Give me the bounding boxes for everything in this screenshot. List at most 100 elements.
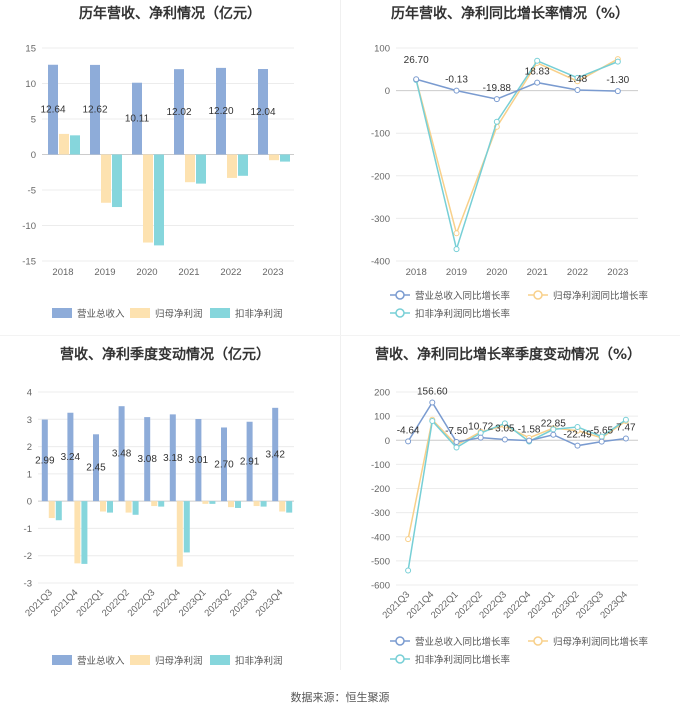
data-point <box>598 438 605 445</box>
bar-revenue <box>67 412 74 502</box>
legend-label: 扣非净利润同比增长率 <box>415 654 511 666</box>
data-point <box>493 118 500 125</box>
legend-label: 归母净利润 <box>155 655 203 667</box>
data-point <box>405 567 412 574</box>
x-tick-label: 2022 <box>567 267 588 278</box>
horizontal-divider <box>0 335 680 336</box>
data-label: 10.72 <box>468 422 493 433</box>
data-label: 156.60 <box>417 386 448 397</box>
x-tick-label: 2020 <box>136 267 157 278</box>
data-point <box>534 79 541 86</box>
data-label: 2.99 <box>35 455 55 466</box>
legend-marker <box>395 290 405 300</box>
bar-deducted-profit <box>235 501 241 508</box>
data-point <box>526 437 533 444</box>
data-point <box>453 87 460 94</box>
y-tick-label: -1 <box>24 524 32 535</box>
bar-parent-profit <box>253 501 260 507</box>
chart-title: 营收、净利季度变动情况（亿元） <box>60 346 270 363</box>
data-label: -22.49 <box>563 430 592 441</box>
data-point <box>574 74 581 81</box>
data-point <box>453 230 460 237</box>
data-label: -0.13 <box>445 75 468 86</box>
data-point <box>453 444 460 451</box>
series-line-deducted-profit <box>415 59 619 252</box>
data-point <box>405 536 412 543</box>
data-label: -7.50 <box>445 426 468 437</box>
y-tick-label: -3 <box>24 579 32 590</box>
series-line-revenue <box>415 78 618 100</box>
bar-deducted-profit <box>158 501 165 507</box>
legend-label: 扣非净利润 <box>235 655 283 667</box>
bar-parent-profit <box>125 501 132 513</box>
series-line-revenue <box>407 401 626 447</box>
bar-deducted-profit <box>55 501 62 521</box>
legend-swatch <box>210 655 230 665</box>
bar-revenue <box>132 82 142 155</box>
y-tick-label: -300 <box>371 508 390 519</box>
x-tick-label: 2021 <box>178 267 199 278</box>
data-point <box>453 246 460 253</box>
data-label: 12.04 <box>250 107 275 118</box>
y-tick-label: 5 <box>31 115 36 126</box>
bar-deducted-profit <box>112 154 122 208</box>
bar-revenue <box>118 406 125 502</box>
bar-deducted-profit <box>280 154 290 162</box>
bar-revenue <box>174 69 184 155</box>
x-tick-label: 2019 <box>94 267 115 278</box>
quarterly-revenue-profit-chart: 营收、净利季度变动情况（亿元） 4 3 2 1 0 -1 -2 -3 2021Q3 2.99 2021… <box>0 335 340 680</box>
legend-marker <box>395 654 405 664</box>
y-tick-label: -600 <box>371 581 390 592</box>
y-tick-label: 4 <box>27 388 32 399</box>
y-tick-label: -15 <box>22 257 36 268</box>
data-label: 3.48 <box>112 449 132 460</box>
data-point <box>622 435 629 442</box>
quarterly-growth-rate-chart: 营收、净利同比增长率季度变动情况（%） 200 100 0 -100 -200 -300 -4… <box>340 335 680 680</box>
data-point <box>614 58 621 65</box>
data-point <box>574 86 581 93</box>
x-tick-label: 2023Q1 <box>177 587 209 619</box>
x-tick-label: 2022Q1 <box>74 587 106 619</box>
y-tick-label: 100 <box>374 412 390 423</box>
bar-parent-profit <box>143 154 153 243</box>
y-tick-label: 1 <box>27 469 32 480</box>
bar-deducted-profit <box>196 154 206 184</box>
data-label: 3.24 <box>61 452 81 463</box>
y-tick-label: -100 <box>371 129 390 140</box>
legend-label: 营业总收入同比增长率 <box>415 290 511 302</box>
y-tick-label: -200 <box>371 484 390 495</box>
data-point <box>429 417 436 424</box>
y-tick-label: 0 <box>385 436 390 447</box>
data-point <box>614 88 621 95</box>
bar-deducted-profit <box>132 501 139 515</box>
legend-label: 归母净利润 <box>155 308 203 320</box>
data-label: -1.58 <box>518 425 541 436</box>
data-label: 1.48 <box>568 74 588 85</box>
x-tick-label: 2018 <box>406 267 427 278</box>
annual-growth-rate-chart: 历年营收、净利同比增长率情况（%） 100 0 -100 -200 -300 -400 201… <box>340 0 680 335</box>
bar-revenue <box>93 434 99 502</box>
x-tick-label: 2022Q2 <box>100 587 132 619</box>
data-point <box>501 420 508 427</box>
y-tick-label: -5 <box>28 186 36 197</box>
bar-parent-profit <box>100 501 106 512</box>
x-tick-label: 2019 <box>446 267 467 278</box>
legend-marker <box>395 636 405 646</box>
bar-parent-profit <box>228 501 234 508</box>
bar-parent-profit <box>185 154 195 183</box>
bar-revenue <box>195 419 202 502</box>
data-label: 10.11 <box>125 114 150 125</box>
x-tick-label: 2020 <box>486 267 507 278</box>
bar-deducted-profit <box>107 501 113 513</box>
y-tick-label: -500 <box>371 556 390 567</box>
bar-deducted-profit <box>238 154 248 176</box>
bar-revenue <box>90 64 100 155</box>
y-tick-label: -400 <box>371 532 390 543</box>
data-point <box>574 423 581 430</box>
data-label: 12.62 <box>82 105 107 116</box>
y-tick-label: 0 <box>385 86 390 97</box>
data-point <box>501 436 508 443</box>
legend-label: 归母净利润同比增长率 <box>553 290 649 302</box>
annual-revenue-profit-chart: 历年营收、净利情况（亿元） 15 10 5 0 -5 -10 -15 2018 12.64 2019… <box>0 0 340 335</box>
data-label: 7.47 <box>616 422 636 433</box>
